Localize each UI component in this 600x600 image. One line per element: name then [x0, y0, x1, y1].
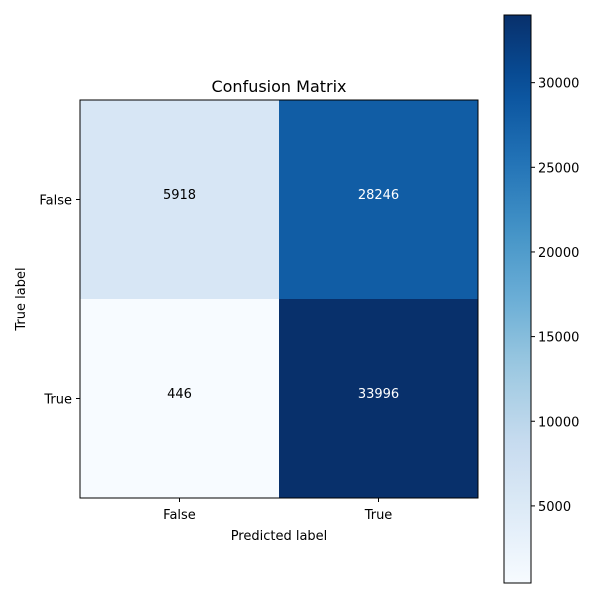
- heatmap-cell-labels: 5918 28246 446 33996: [163, 188, 399, 402]
- heatmap-cell: [80, 299, 279, 498]
- y-tick-label: False: [39, 194, 72, 209]
- heatmap-cell: [279, 100, 478, 299]
- colorbar-tick-label: 5000: [538, 500, 571, 515]
- colorbar-tick-label: 20000: [538, 246, 579, 261]
- colorbar-ticks: 5000 10000 15000 20000 25000 30000: [531, 77, 579, 515]
- cell-value-label: 33996: [358, 387, 399, 402]
- colorbar-tick-label: 15000: [538, 331, 579, 346]
- heatmap-cell: [279, 299, 478, 498]
- cell-value-label: 5918: [163, 188, 196, 203]
- colorbar-tick-label: 30000: [538, 77, 579, 92]
- x-tick-label: False: [163, 508, 196, 523]
- y-tick-label: True: [43, 393, 72, 408]
- y-axis-label: True label: [14, 267, 29, 331]
- chart-title: Confusion Matrix: [211, 77, 346, 96]
- x-axis-label: Predicted label: [231, 529, 328, 544]
- heatmap-cells: [80, 100, 478, 498]
- y-axis-ticks: False True: [39, 194, 80, 408]
- colorbar: [503, 14, 532, 584]
- x-axis-ticks: False True: [163, 498, 392, 523]
- cell-value-label: 446: [167, 387, 192, 402]
- plot-frame: [79, 99, 479, 499]
- colorbar-tick-label: 25000: [538, 161, 579, 176]
- cell-value-label: 28246: [358, 188, 399, 203]
- x-tick-label: True: [364, 508, 393, 523]
- colorbar-tick-label: 10000: [538, 415, 579, 430]
- heatmap-cell: [80, 100, 279, 299]
